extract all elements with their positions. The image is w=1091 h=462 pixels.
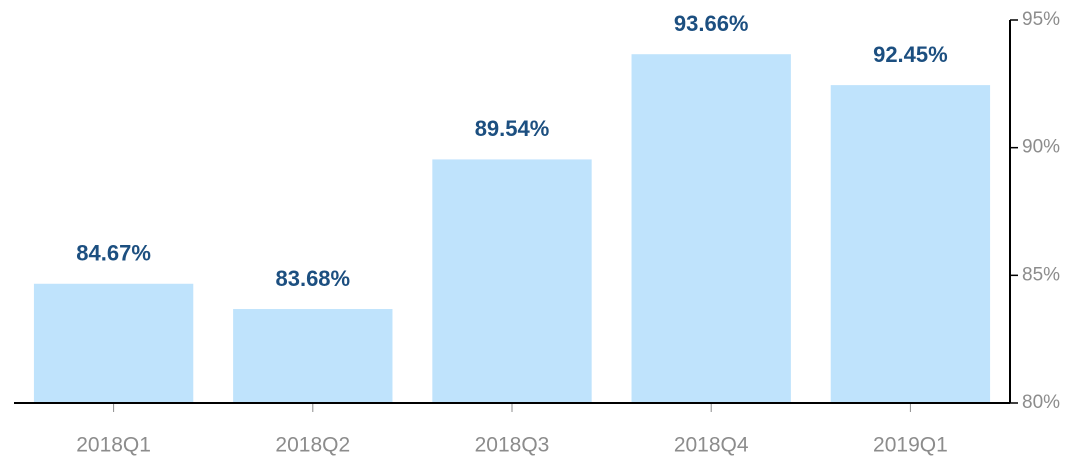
y-tick-label: 85% <box>1022 264 1060 285</box>
x-tick-label: 2019Q1 <box>873 434 948 457</box>
x-tick-label: 2018Q2 <box>275 434 350 457</box>
x-tick-label: 2018Q3 <box>475 434 550 457</box>
y-tick-label: 80% <box>1022 392 1060 413</box>
x-tick-label: 2018Q1 <box>76 434 151 457</box>
x-tick-label: 2018Q4 <box>674 434 749 457</box>
bar <box>432 159 592 403</box>
bar <box>631 54 791 404</box>
value-label: 84.67% <box>76 241 151 266</box>
value-label: 92.45% <box>873 42 948 67</box>
value-label: 93.66% <box>674 11 749 36</box>
value-label: 83.68% <box>275 266 350 291</box>
y-tick-label: 95% <box>1022 9 1060 30</box>
value-label: 89.54% <box>475 116 550 141</box>
bar <box>830 85 991 404</box>
bar <box>233 309 393 403</box>
y-tick-label: 90% <box>1022 137 1060 158</box>
bar <box>33 283 194 403</box>
